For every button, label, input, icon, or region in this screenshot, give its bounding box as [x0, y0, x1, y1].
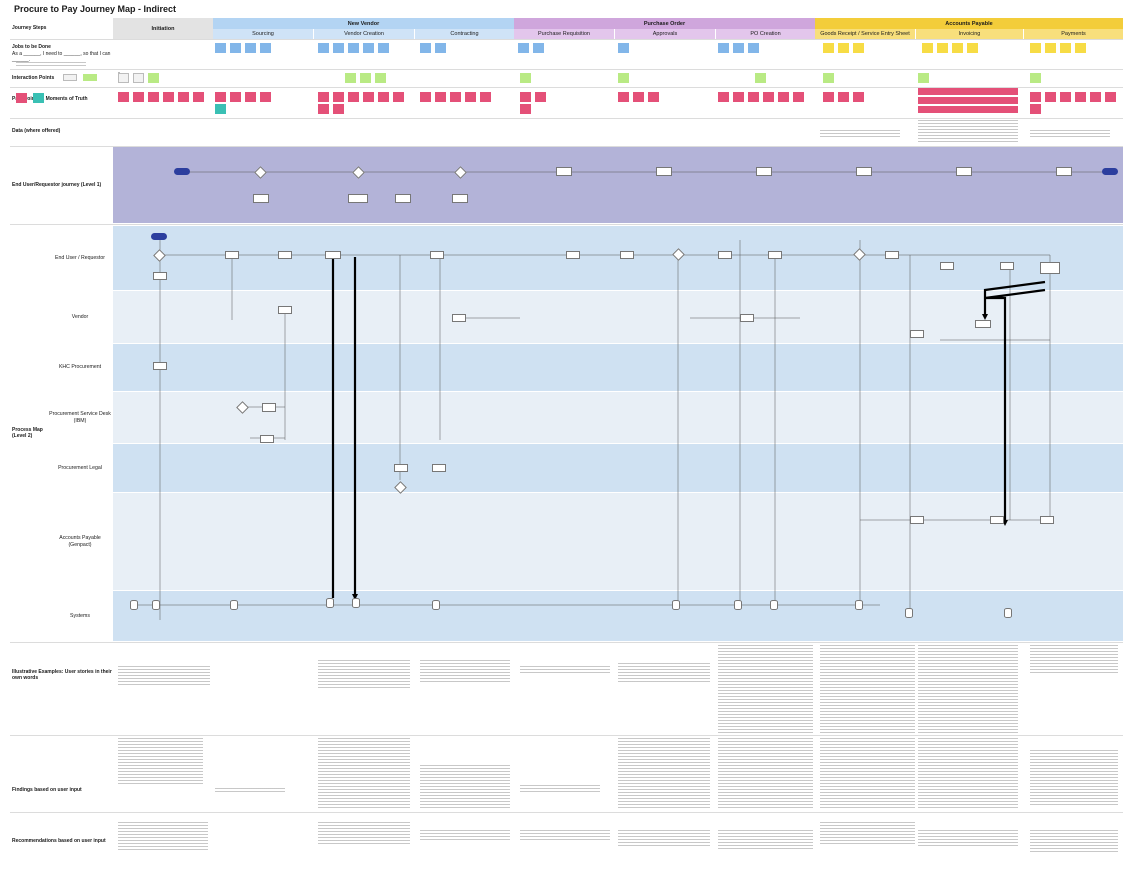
lane-vendor [113, 291, 1123, 343]
process-start [151, 233, 167, 240]
lane-accounts-payable [113, 493, 1123, 590]
data-offered-label: Data (where offered) [12, 127, 61, 134]
lane-end-user [113, 226, 1123, 290]
journey-steps-label: Journey Steps [12, 24, 47, 31]
recommendations-label: Recommendations based on user input [12, 837, 106, 844]
page-title: Procure to Pay Journey Map - Indirect [14, 4, 177, 14]
lane-label-legal: Procurement Legal [58, 464, 102, 471]
lane-label-vendor: Vendor [71, 313, 89, 320]
phase-purchase-order: Purchase Order [514, 18, 815, 29]
lane-label-accounts-payable: Accounts Payable (Genpact) [59, 534, 101, 548]
subphase-goods-receipt: Goods Receipt / Service Entry Sheet [815, 29, 915, 39]
lane-service-desk [113, 392, 1123, 443]
findings-label: Findings based on user input [12, 786, 82, 793]
lane-legal [113, 444, 1123, 492]
end-user-journey-band [113, 147, 1123, 223]
pain-points-label: Pain Points & Moments of Truth [12, 95, 88, 102]
jobs-title: Jobs to be Done [12, 44, 51, 50]
journey-start [174, 168, 190, 175]
process-map-label: Process Map (Level 2) [12, 426, 43, 440]
subphase-po-creation: PO Creation [716, 29, 815, 39]
subphase-contracting: Contracting [415, 29, 514, 39]
lane-systems [113, 591, 1123, 641]
subphase-payments: Payments [1024, 29, 1123, 39]
jobs-template: As a ______, I need to ______, so that I… [12, 50, 111, 64]
end-user-journey-label: End User/Requestor journey (Level 1) [12, 181, 102, 188]
subphase-sourcing: Sourcing [213, 29, 313, 39]
interaction-legend-gray [63, 74, 77, 81]
subphase-invoicing: Invoicing [916, 29, 1023, 39]
phase-initiation: Initiation [113, 18, 213, 39]
subphase-vendor-creation: Vendor Creation [314, 29, 414, 39]
subphase-approvals: Approvals [615, 29, 715, 39]
interaction-points-label: Interaction Points [12, 74, 55, 81]
phase-new-vendor: New Vendor [213, 18, 514, 29]
illustrative-label: Illustrative Examples: User stories in t… [12, 668, 112, 682]
interaction-legend-green [83, 74, 97, 81]
lane-label-end-user: End User / Requestor [55, 254, 105, 261]
lane-khc-procurement [113, 344, 1123, 391]
lane-label-khc-procurement: KHC Procurement [58, 364, 102, 370]
subphase-purchase-requisition: Purchase Requisition [514, 29, 614, 39]
jobs-to-be-done-label: Jobs to be Done As a ______, I need to __… [12, 44, 112, 70]
lane-label-service-desk: Procurement Service Desk (IBM) [49, 410, 111, 424]
phase-accounts-payable: Accounts Payable [815, 18, 1123, 29]
lane-label-systems: Systems [70, 612, 90, 619]
journey-end [1102, 168, 1118, 175]
